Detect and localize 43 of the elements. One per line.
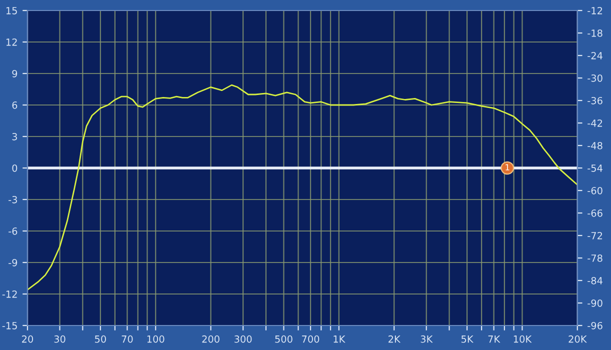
y-tick-label: 3 xyxy=(12,132,17,140)
y2-tick-label: -96 xyxy=(588,322,602,330)
annotation: 1 xyxy=(506,164,510,170)
y-tick-label: -3 xyxy=(8,196,17,204)
x-tick-label: 100 xyxy=(147,335,164,343)
x-tick-label: 1K xyxy=(334,336,346,343)
y-tick-label: 12 xyxy=(6,38,17,46)
x-tick-label: 70 xyxy=(122,335,133,343)
x-tick-label: 2K xyxy=(388,335,401,343)
x-tick-label: 5K xyxy=(462,336,474,343)
x-tick-label: 3K xyxy=(420,335,433,343)
y-tick-label: 9 xyxy=(12,70,18,78)
y2-tick-label: -66 xyxy=(588,209,602,217)
y2-tick-label: -48 xyxy=(588,142,602,150)
y2-tick-label: -36 xyxy=(588,96,602,104)
y-tick-label: -12 xyxy=(2,290,17,298)
y-tick-label: 6 xyxy=(12,101,18,109)
y2-tick-label: -84 xyxy=(588,276,602,284)
y2-tick-label: -42 xyxy=(588,119,602,127)
y2-tick-label: -30 xyxy=(588,74,602,82)
y-tick-label: 15 xyxy=(6,7,17,14)
y2-tick-label: -60 xyxy=(588,186,602,194)
y2-tick-label: -78 xyxy=(588,254,602,262)
x-tick-label: 30 xyxy=(54,335,66,343)
x-tick-label: 700 xyxy=(302,335,320,343)
y2-tick-label: -54 xyxy=(588,164,602,172)
x-tick-label: 500 xyxy=(275,335,292,343)
x-tick-label: 7K xyxy=(488,336,500,343)
x-tick-label: 300 xyxy=(234,335,252,343)
y-tick-label: 0 xyxy=(12,164,18,172)
y2-tick-label: -90 xyxy=(588,299,602,307)
y2-tick-label: -12 xyxy=(588,6,602,14)
y-tick-label: -15 xyxy=(2,322,17,330)
x-tick-label: 200 xyxy=(202,335,220,343)
y2-tick-label: -24 xyxy=(588,52,602,60)
x-tick-label: 10K xyxy=(514,335,532,343)
y2-tick-label: -18 xyxy=(588,29,602,37)
x-tick-label: 20 xyxy=(22,335,34,343)
y-tick-label: -6 xyxy=(8,227,18,235)
x-tick-label: 50 xyxy=(95,335,106,343)
x-tick-label: 20K xyxy=(568,335,587,343)
y2-tick-label: -72 xyxy=(588,232,602,240)
y-tick-label: -9 xyxy=(8,258,18,266)
